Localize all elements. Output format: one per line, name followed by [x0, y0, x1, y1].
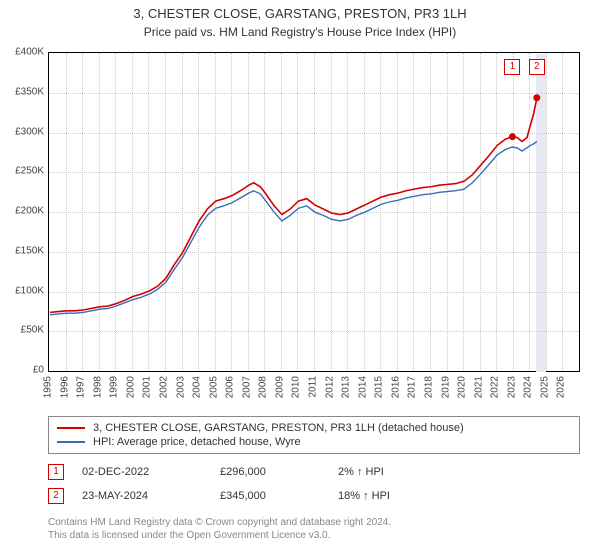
x-axis-tick-label: 2005: [208, 376, 219, 398]
y-axis-tick-label: £200K: [0, 206, 44, 217]
x-axis-tick-label: 1999: [109, 376, 120, 398]
legend-label: 3, CHESTER CLOSE, GARSTANG, PRESTON, PR3…: [93, 422, 464, 434]
y-axis-tick-label: £300K: [0, 126, 44, 137]
transaction-point: [533, 94, 540, 101]
x-axis-tick-label: 2026: [556, 376, 567, 398]
page-title: 3, CHESTER CLOSE, GARSTANG, PRESTON, PR3…: [0, 0, 600, 23]
transaction-date: 02-DEC-2022: [82, 466, 202, 478]
footer-attribution: Contains HM Land Registry data © Crown c…: [48, 516, 580, 542]
transaction-delta: 2% ↑ HPI: [338, 466, 458, 478]
x-axis-tick-label: 2013: [341, 376, 352, 398]
x-axis-tick-label: 2021: [473, 376, 484, 398]
x-axis-tick-label: 2012: [324, 376, 335, 398]
legend-swatch: [57, 427, 85, 429]
x-axis-tick-label: 2022: [490, 376, 501, 398]
transaction-marker-label: 2: [529, 59, 545, 75]
transaction-row: 1 02-DEC-2022 £296,000 2% ↑ HPI: [48, 460, 580, 484]
x-axis-tick-label: 2018: [423, 376, 434, 398]
legend: 3, CHESTER CLOSE, GARSTANG, PRESTON, PR3…: [48, 416, 580, 454]
x-axis-tick-label: 2011: [308, 376, 319, 398]
y-axis-tick-label: £50K: [0, 325, 44, 336]
x-axis-tick-label: 2001: [142, 376, 153, 398]
y-axis-tick-label: £150K: [0, 245, 44, 256]
x-axis-tick-label: 2016: [390, 376, 401, 398]
x-axis-tick-label: 1997: [76, 376, 87, 398]
transaction-index: 2: [48, 488, 64, 504]
page-subtitle: Price paid vs. HM Land Registry's House …: [0, 23, 600, 39]
y-axis-tick-label: £0: [0, 365, 44, 376]
x-axis-tick-label: 2009: [274, 376, 285, 398]
y-axis-tick-label: £100K: [0, 285, 44, 296]
legend-label: HPI: Average price, detached house, Wyre: [93, 436, 301, 448]
x-axis-tick-label: 2020: [457, 376, 468, 398]
x-axis-tick-label: 1996: [59, 376, 70, 398]
x-axis-tick-label: 2004: [192, 376, 203, 398]
transaction-marker-label: 1: [504, 59, 520, 75]
x-axis-tick-label: 2014: [357, 376, 368, 398]
transaction-delta: 18% ↑ HPI: [338, 490, 458, 502]
chart-lines: [49, 53, 581, 373]
x-axis-tick-label: 2010: [291, 376, 302, 398]
y-axis-tick-label: £250K: [0, 166, 44, 177]
series-line: [50, 98, 537, 313]
legend-item: 3, CHESTER CLOSE, GARSTANG, PRESTON, PR3…: [57, 421, 571, 435]
transaction-row: 2 23-MAY-2024 £345,000 18% ↑ HPI: [48, 484, 580, 508]
y-axis-tick-label: £350K: [0, 86, 44, 97]
legend-swatch: [57, 441, 85, 443]
legend-item: HPI: Average price, detached house, Wyre: [57, 435, 571, 449]
series-line: [50, 141, 537, 314]
x-axis-tick-label: 2006: [225, 376, 236, 398]
transaction-point: [509, 133, 516, 140]
x-axis-tick-label: 2017: [407, 376, 418, 398]
x-axis-tick-label: 1995: [43, 376, 54, 398]
x-axis-tick-label: 2003: [175, 376, 186, 398]
transaction-price: £345,000: [220, 490, 320, 502]
transaction-date: 23-MAY-2024: [82, 490, 202, 502]
footer-line-1: Contains HM Land Registry data © Crown c…: [48, 516, 580, 529]
x-axis-tick-label: 2019: [440, 376, 451, 398]
x-axis-tick-label: 2002: [158, 376, 169, 398]
price-chart: 12 £0£50K£100K£150K£200K£250K£300K£350K£…: [48, 52, 580, 372]
x-axis-tick-label: 2023: [506, 376, 517, 398]
x-axis-tick-label: 1998: [92, 376, 103, 398]
x-axis-tick-label: 2000: [125, 376, 136, 398]
x-axis-tick-label: 2015: [374, 376, 385, 398]
footer-line-2: This data is licensed under the Open Gov…: [48, 529, 580, 542]
transactions-table: 1 02-DEC-2022 £296,000 2% ↑ HPI 2 23-MAY-2024…: [48, 460, 580, 508]
transaction-price: £296,000: [220, 466, 320, 478]
plot-frame: 12: [48, 52, 580, 372]
y-axis-tick-label: £400K: [0, 47, 44, 58]
x-axis-tick-label: 2025: [539, 376, 550, 398]
transaction-index: 1: [48, 464, 64, 480]
x-axis-tick-label: 2024: [523, 376, 534, 398]
x-axis-tick-label: 2007: [241, 376, 252, 398]
x-axis-tick-label: 2008: [258, 376, 269, 398]
